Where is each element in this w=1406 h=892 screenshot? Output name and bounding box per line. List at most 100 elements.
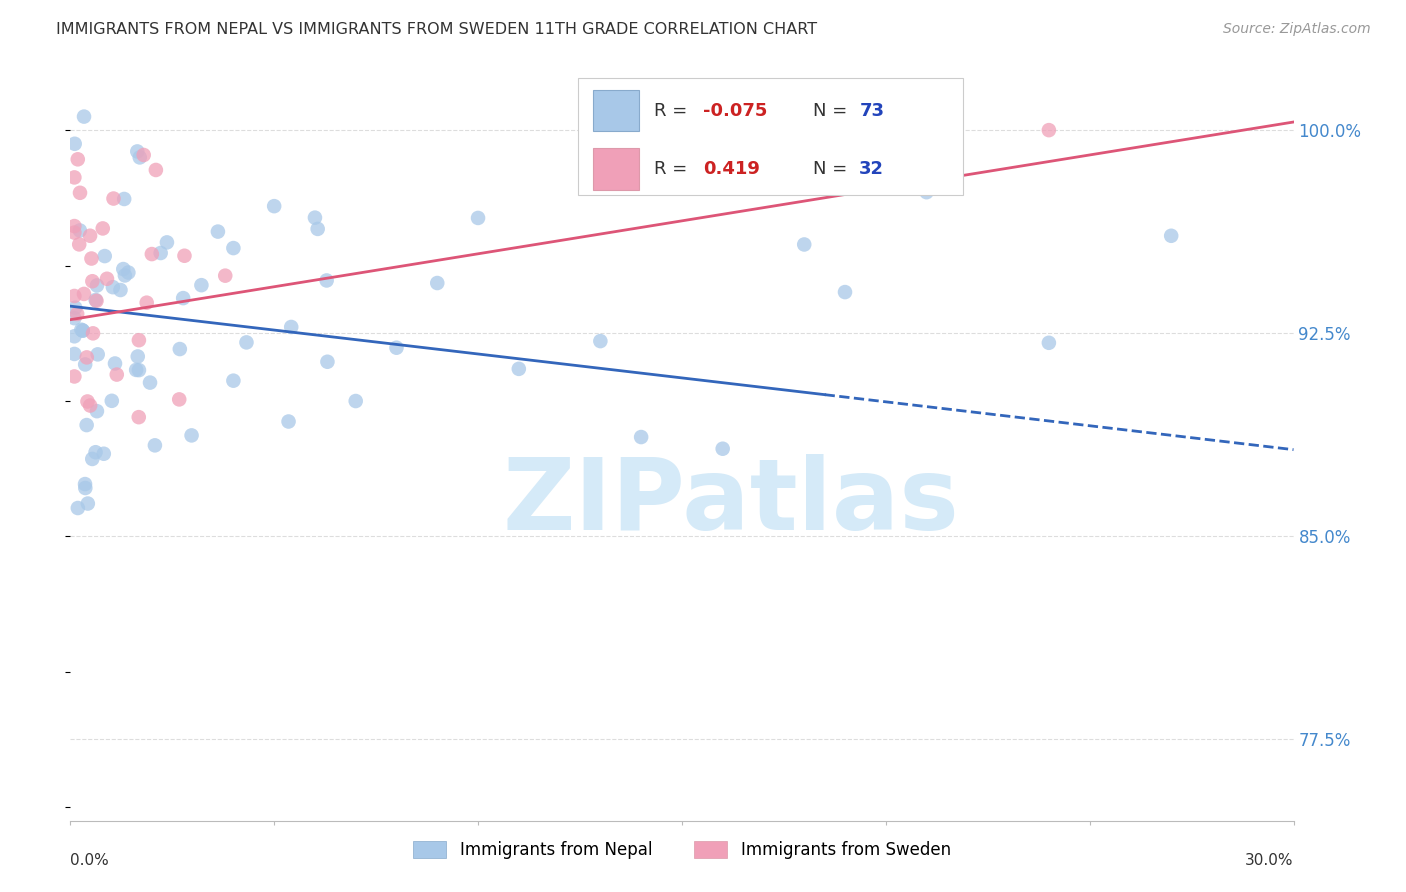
- Point: [344, 394, 367, 409]
- Point: [76, 497, 98, 511]
- Point: [105, 368, 128, 382]
- Point: [63, 136, 86, 151]
- Point: [76, 394, 98, 409]
- Point: [915, 185, 938, 199]
- Point: [128, 363, 150, 377]
- Point: [73, 287, 96, 301]
- Point: [385, 341, 408, 355]
- Point: [114, 268, 136, 283]
- Text: Source: ZipAtlas.com: Source: ZipAtlas.com: [1223, 22, 1371, 37]
- Point: [169, 342, 191, 356]
- Point: [128, 150, 150, 164]
- Point: [63, 311, 86, 326]
- Point: [86, 347, 108, 361]
- Point: [104, 357, 127, 371]
- Point: [93, 447, 115, 461]
- Point: [101, 280, 124, 294]
- Point: [65, 301, 87, 315]
- Point: [86, 404, 108, 418]
- Point: [67, 237, 90, 252]
- Point: [66, 307, 89, 321]
- Text: 30.0%: 30.0%: [1246, 853, 1294, 868]
- Point: [180, 428, 202, 442]
- Text: ZIPatlas: ZIPatlas: [502, 454, 959, 550]
- Point: [315, 273, 337, 287]
- Point: [79, 228, 101, 243]
- Point: [128, 410, 150, 425]
- FancyBboxPatch shape: [592, 90, 640, 131]
- Point: [63, 347, 86, 361]
- Point: [82, 326, 104, 341]
- Text: R =: R =: [654, 161, 699, 178]
- Point: [1038, 123, 1060, 137]
- Point: [508, 362, 530, 376]
- Point: [1160, 228, 1182, 243]
- Point: [82, 274, 104, 288]
- Point: [156, 235, 179, 250]
- Point: [63, 226, 86, 240]
- Point: [172, 291, 194, 305]
- Point: [207, 225, 229, 239]
- Point: [173, 249, 195, 263]
- Legend: Immigrants from Nepal, Immigrants from Sweden: Immigrants from Nepal, Immigrants from S…: [406, 834, 957, 865]
- Text: -0.075: -0.075: [703, 102, 768, 120]
- Point: [316, 355, 339, 369]
- Point: [73, 477, 96, 491]
- Point: [63, 219, 86, 233]
- Point: [69, 223, 91, 237]
- Point: [91, 221, 114, 235]
- Point: [135, 295, 157, 310]
- Point: [110, 283, 132, 297]
- Text: 73: 73: [859, 102, 884, 120]
- Point: [63, 170, 86, 185]
- Point: [235, 335, 257, 350]
- Point: [70, 323, 93, 337]
- Point: [149, 246, 172, 260]
- Point: [711, 442, 734, 456]
- Point: [112, 192, 135, 206]
- Point: [132, 148, 155, 162]
- Point: [630, 430, 652, 444]
- Point: [589, 334, 612, 348]
- Point: [793, 237, 815, 252]
- Point: [127, 145, 149, 159]
- Point: [72, 324, 94, 338]
- Text: N =: N =: [813, 102, 853, 120]
- Point: [79, 399, 101, 413]
- Point: [63, 289, 86, 303]
- FancyBboxPatch shape: [592, 148, 640, 190]
- Point: [93, 249, 115, 263]
- Point: [73, 110, 96, 124]
- Point: [467, 211, 489, 225]
- Point: [214, 268, 236, 283]
- Point: [103, 192, 125, 206]
- Point: [75, 358, 97, 372]
- Point: [263, 199, 285, 213]
- Point: [277, 415, 299, 429]
- Point: [1038, 335, 1060, 350]
- Point: [80, 252, 103, 266]
- FancyBboxPatch shape: [578, 78, 963, 195]
- Point: [143, 438, 166, 452]
- Point: [75, 481, 97, 495]
- Point: [63, 329, 86, 343]
- Point: [426, 276, 449, 290]
- Point: [101, 393, 124, 408]
- Point: [141, 247, 163, 261]
- Point: [63, 369, 86, 384]
- Point: [82, 452, 104, 467]
- Point: [222, 374, 245, 388]
- Point: [117, 266, 139, 280]
- Point: [834, 285, 856, 299]
- Text: 32: 32: [859, 161, 884, 178]
- Point: [69, 186, 91, 200]
- Point: [307, 222, 329, 236]
- Point: [112, 262, 135, 277]
- Point: [280, 320, 302, 334]
- Point: [125, 363, 148, 377]
- Point: [84, 445, 107, 459]
- Point: [222, 241, 245, 255]
- Point: [190, 278, 212, 293]
- Point: [66, 153, 89, 167]
- Point: [128, 333, 150, 347]
